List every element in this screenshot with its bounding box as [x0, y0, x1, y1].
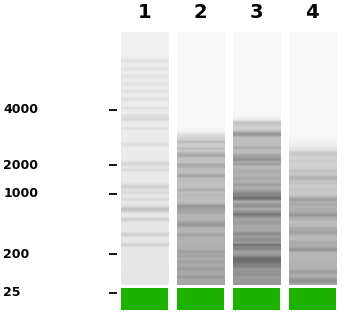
- Bar: [289, 288, 336, 310]
- Bar: [233, 288, 280, 310]
- Text: 4: 4: [306, 3, 319, 22]
- Text: 2000: 2000: [4, 159, 38, 172]
- Text: 2: 2: [194, 3, 207, 22]
- Text: 25: 25: [4, 286, 21, 299]
- Text: 200: 200: [4, 248, 30, 261]
- Text: 1000: 1000: [4, 188, 38, 200]
- Text: 4000: 4000: [4, 103, 38, 116]
- Bar: [177, 288, 224, 310]
- Bar: [121, 288, 168, 310]
- Text: 1: 1: [138, 3, 151, 22]
- Text: 3: 3: [250, 3, 263, 22]
